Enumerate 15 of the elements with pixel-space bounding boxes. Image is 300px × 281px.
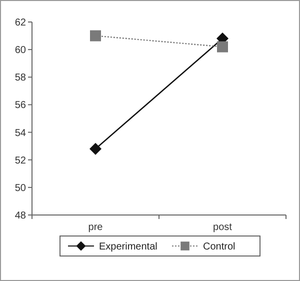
y-tick-label: 48 — [14, 210, 26, 222]
y-tick-label: 56 — [14, 100, 26, 112]
y-tick-label: 62 — [14, 18, 26, 28]
point — [90, 142, 102, 155]
y-tick-label: 60 — [14, 45, 26, 56]
legend-label: Control — [203, 242, 236, 252]
y-tick-label: 50 — [14, 182, 26, 194]
point — [217, 41, 228, 52]
x-tick-label: post — [213, 222, 232, 233]
point — [90, 30, 101, 42]
y-tick-label: 54 — [14, 128, 26, 139]
y-tick-label: 58 — [14, 72, 26, 84]
y-tick-label: 52 — [14, 155, 26, 166]
legend-label: Experimental — [99, 242, 158, 252]
x-tick-label: pre — [88, 222, 104, 233]
